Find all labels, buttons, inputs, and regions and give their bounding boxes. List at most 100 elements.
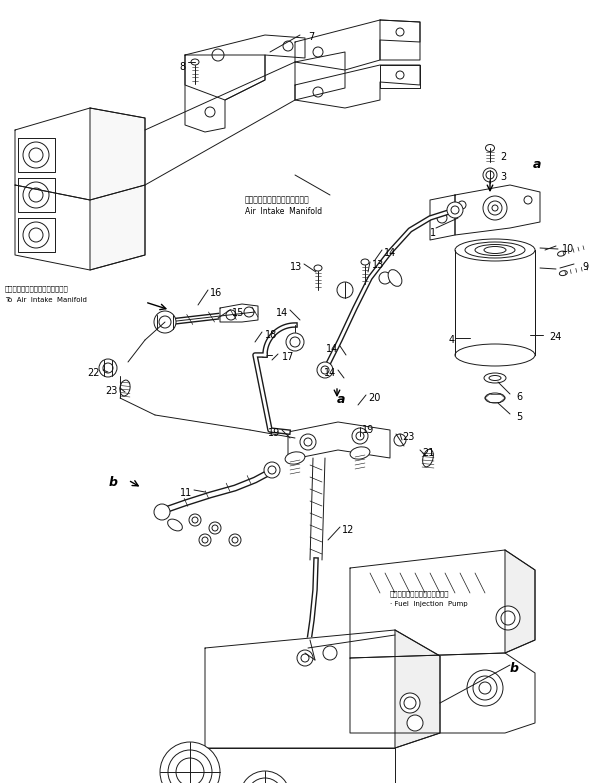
Ellipse shape [484,373,506,383]
Text: 22: 22 [88,368,100,378]
Text: 2: 2 [500,152,506,162]
Text: 15: 15 [232,308,244,318]
Polygon shape [295,20,420,70]
Polygon shape [380,65,420,88]
Polygon shape [18,138,55,172]
Text: エアーインテークマニホールド: エアーインテークマニホールド [245,195,309,204]
Text: a: a [337,393,345,406]
Text: 19: 19 [268,428,280,438]
Text: 9: 9 [582,262,588,272]
Text: 6: 6 [516,392,522,402]
Polygon shape [185,35,305,100]
Ellipse shape [285,452,305,464]
Ellipse shape [455,344,535,366]
Ellipse shape [191,59,199,65]
Text: 21: 21 [422,448,434,458]
Text: To  Air  Intake  Manifold: To Air Intake Manifold [5,297,87,303]
Ellipse shape [486,145,494,151]
Polygon shape [18,178,55,212]
Circle shape [483,196,507,220]
Text: 4: 4 [449,335,455,345]
Text: 8: 8 [179,62,185,72]
Ellipse shape [120,380,130,396]
Polygon shape [455,185,540,235]
Ellipse shape [485,393,505,403]
Polygon shape [220,304,258,322]
Polygon shape [288,422,390,460]
Circle shape [297,650,313,666]
Text: 17: 17 [282,352,294,362]
Polygon shape [15,108,145,200]
Ellipse shape [455,239,535,261]
Polygon shape [350,653,535,733]
Text: 24: 24 [549,332,561,342]
Text: 18: 18 [265,330,277,340]
Polygon shape [15,185,145,270]
Polygon shape [295,52,345,100]
Text: 14: 14 [276,308,288,318]
Ellipse shape [388,269,402,287]
Circle shape [240,771,290,783]
Circle shape [400,693,420,713]
Circle shape [407,715,423,731]
Circle shape [160,742,220,783]
Circle shape [154,504,170,520]
Text: b: b [510,662,519,675]
Polygon shape [185,55,265,132]
Circle shape [317,362,333,378]
Ellipse shape [558,251,565,256]
Circle shape [154,311,176,333]
Circle shape [199,534,211,546]
Text: 11: 11 [180,488,192,498]
Polygon shape [380,20,420,60]
Text: 13: 13 [290,262,302,272]
Text: Air  Intake  Manifold: Air Intake Manifold [245,207,322,216]
Circle shape [447,202,463,218]
Polygon shape [350,550,535,658]
Circle shape [394,434,406,446]
Text: 14: 14 [326,344,338,354]
Text: 23: 23 [106,386,118,396]
Text: エアーインテークマニホールドへ: エアーインテークマニホールドへ [5,285,69,291]
Text: 16: 16 [210,288,223,298]
Text: 12: 12 [342,525,354,535]
Circle shape [483,168,497,182]
Polygon shape [205,748,395,783]
Ellipse shape [559,271,567,276]
Text: 14: 14 [323,368,336,378]
Ellipse shape [168,519,182,531]
Text: 23: 23 [402,432,415,442]
Ellipse shape [314,265,322,271]
Text: 5: 5 [516,412,522,422]
Circle shape [379,272,391,284]
Text: 19: 19 [362,425,375,435]
Text: · Fuel  Injection  Pump: · Fuel Injection Pump [390,601,468,607]
Text: b: b [109,476,118,489]
Polygon shape [505,550,535,653]
Bar [455,250,535,355]
Circle shape [496,606,520,630]
Text: a: a [533,158,541,171]
Text: 13: 13 [372,260,384,270]
Polygon shape [18,218,55,252]
Ellipse shape [361,259,369,265]
Polygon shape [430,195,455,240]
Circle shape [352,428,368,444]
Ellipse shape [423,449,434,467]
Circle shape [323,646,337,660]
Text: 14: 14 [384,248,396,258]
Polygon shape [90,108,145,270]
Polygon shape [395,630,440,748]
Circle shape [467,670,503,706]
Circle shape [286,333,304,351]
Text: 7: 7 [308,32,314,42]
Text: フェルインジェクションポンプ: フェルインジェクションポンプ [390,590,449,597]
Polygon shape [295,65,420,108]
Text: 3: 3 [500,172,506,182]
Circle shape [264,462,280,478]
Circle shape [300,434,316,450]
Circle shape [209,522,221,534]
Text: 10: 10 [562,244,574,254]
Circle shape [229,534,241,546]
Circle shape [189,514,201,526]
